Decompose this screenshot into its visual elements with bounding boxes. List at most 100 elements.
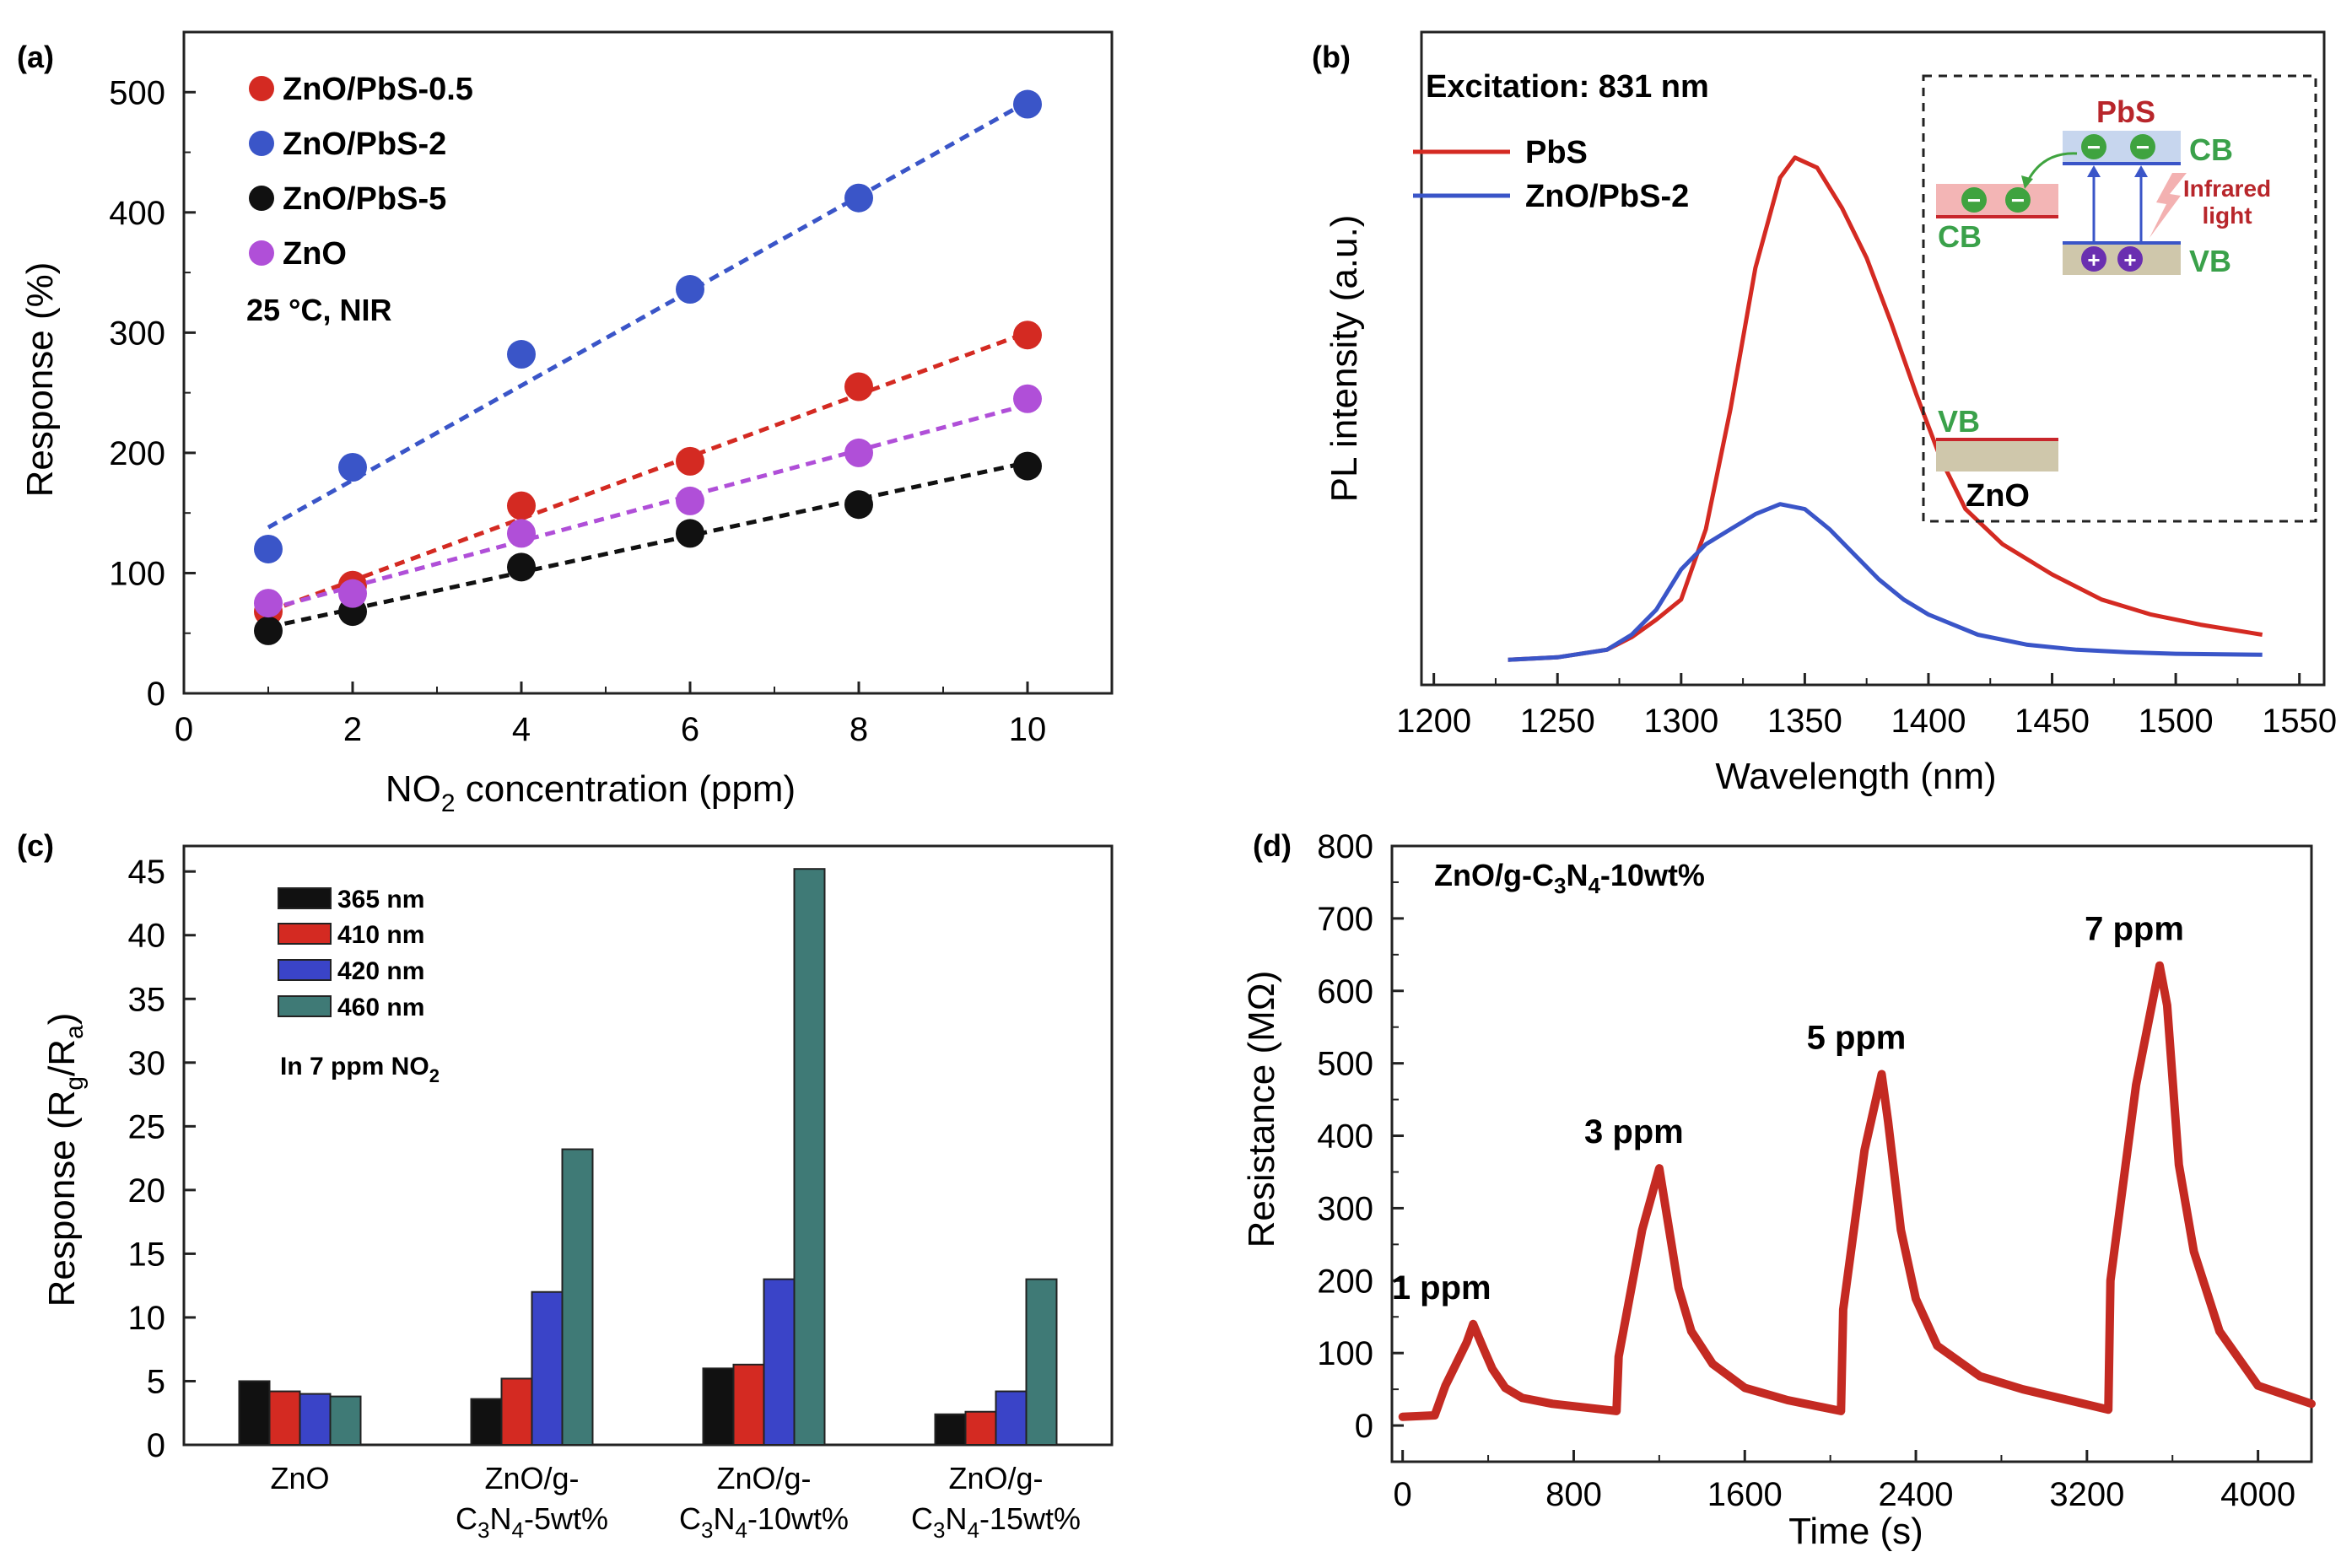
hole-icon — [2081, 246, 2106, 272]
transfer-arrowhead-icon — [2021, 175, 2033, 189]
panel-a-label: (a) — [17, 40, 54, 74]
data-point — [1013, 384, 1042, 413]
category-label-part: 4 — [511, 1517, 523, 1543]
plot-frame — [1390, 844, 2313, 1463]
peak-label: 7 ppm — [2085, 911, 2184, 948]
panel-b-label: (b) — [1312, 40, 1351, 74]
y-tick-label: 5 — [147, 1363, 165, 1400]
y-tick-label: 400 — [1317, 1118, 1373, 1156]
hole-plus-icon: + — [2087, 247, 2100, 272]
fit-line — [267, 331, 1028, 614]
data-point — [507, 491, 536, 520]
x-tick-label: 6 — [681, 711, 699, 748]
electron-icon — [1961, 187, 1987, 213]
y-tick-label: 800 — [1317, 828, 1373, 865]
legend-label-zno-pbs-5: ZnO/PbS-5 — [283, 181, 446, 217]
data-point — [254, 534, 283, 563]
panel-d-label: (d) — [1253, 828, 1292, 863]
x-tick-label: 4 — [512, 711, 531, 748]
bar — [702, 1367, 735, 1446]
x-tick-label: 1600 — [1707, 1476, 1783, 1513]
data-point — [1013, 89, 1042, 119]
legend-label-410nm: 410 nm — [337, 921, 424, 949]
inset-zno-label: ZnO — [1966, 478, 2030, 514]
inset-pbs-label: PbS — [2096, 94, 2155, 129]
band-diagram-inset: PbS − − CB + + VB Infrared light − — [1922, 74, 2317, 523]
panel-b-y-axis-title: PL intensity (a.u.) — [1324, 215, 1365, 503]
panel-a-legend: ZnO/PbS-0.5 ZnO/PbS-2 ZnO/PbS-5 ZnO 25 °… — [246, 72, 473, 327]
bar — [732, 1363, 765, 1447]
peak-label: 5 ppm — [1807, 1020, 1907, 1057]
category-label-line2: C3N4-15wt% — [911, 1501, 1081, 1543]
peak-label: 1 ppm — [1392, 1269, 1491, 1307]
y-tick-label: 30 — [128, 1045, 166, 1082]
legend-marker-zno-pbs-2 — [249, 131, 274, 156]
bar — [995, 1390, 1028, 1447]
x-tick-label: 0 — [175, 711, 193, 748]
legend-label-zno-pbs-0.5: ZnO/PbS-0.5 — [283, 72, 473, 107]
electron-minus-icon: − — [2011, 187, 2025, 213]
panel-b-x-axis-title: Wavelength (nm) — [1715, 756, 1996, 797]
data-point — [676, 519, 704, 548]
data-point — [338, 579, 367, 608]
y-tick-label: 10 — [128, 1300, 166, 1337]
legend-label-365nm: 365 nm — [337, 886, 424, 913]
panel-d-axes: 0 800 1600 2400 3200 4000 0 100 200 300 400 500 600 7… — [1317, 828, 2313, 1513]
excitation-arrowhead-icon — [2134, 165, 2148, 177]
bar — [329, 1395, 362, 1446]
bar — [500, 1377, 533, 1446]
legend-swatch-420nm — [278, 959, 332, 981]
y-tick-label: 200 — [1317, 1263, 1373, 1300]
x-tick-label: 1400 — [1891, 703, 1966, 740]
data-point — [1013, 451, 1042, 481]
y-tick-label: 0 — [1355, 1408, 1373, 1445]
y-tick-label: 0 — [147, 676, 165, 713]
panel-b-legend: PbS ZnO/PbS-2 — [1413, 135, 1689, 214]
pbs-vb-label: VB — [2189, 244, 2231, 278]
data-point — [844, 490, 873, 520]
data-point — [338, 453, 367, 482]
legend-label-420nm: 420 nm — [337, 957, 424, 985]
category-label-part: C — [911, 1501, 933, 1536]
data-point — [676, 486, 704, 515]
electron-minus-icon: − — [2087, 134, 2101, 160]
legend-label-zno: ZnO — [283, 236, 347, 272]
bar — [531, 1291, 564, 1446]
data-point — [676, 275, 704, 304]
electron-minus-icon: − — [1967, 187, 1981, 213]
x-tick-label: 4000 — [2220, 1476, 2295, 1513]
panel-c-legend: 365 nm 410 nm 420 nm 460 nm In 7 ppm NO2 — [278, 886, 440, 1086]
y-tick-label: 500 — [1317, 1046, 1373, 1083]
data-point — [507, 519, 536, 548]
panel-c-marks — [238, 868, 1058, 1447]
category-label-part: -15wt% — [979, 1501, 1081, 1536]
panel-a-y-axis-title: Response (%) — [19, 262, 61, 498]
light-label: light — [2202, 202, 2252, 229]
y-tick-label: 0 — [147, 1427, 165, 1464]
category-label-part: C — [456, 1501, 477, 1536]
plot-frame — [1420, 30, 2326, 687]
category-label-part: 4 — [735, 1517, 747, 1543]
category-label: ZnO/g- — [484, 1461, 579, 1495]
legend-swatch-410nm — [278, 923, 332, 945]
y-tick-label: 700 — [1317, 901, 1373, 938]
x-tick-label: 1350 — [1767, 703, 1842, 740]
panel-d-y-axis-title: Resistance (MΩ) — [1241, 971, 1282, 1248]
y-tick-label: 100 — [1317, 1335, 1373, 1372]
data-point — [507, 552, 536, 582]
y-tick-label: 20 — [128, 1172, 166, 1210]
y-tick-label: 25 — [128, 1108, 166, 1145]
fit-line — [267, 402, 1028, 612]
category-label-part: C — [679, 1501, 701, 1536]
series-line-0 — [1508, 155, 2263, 662]
infrared-label: Infrared — [2183, 175, 2271, 202]
x-tick-label: 1300 — [1643, 703, 1718, 740]
y-tick-label: 300 — [109, 315, 165, 352]
panel-d-x-axis-title: Time (s) — [1788, 1511, 1923, 1552]
x-tick-label: 1250 — [1520, 703, 1595, 740]
data-point — [676, 446, 704, 476]
category-label-part: N — [945, 1501, 967, 1536]
x-tick-label: 1450 — [2015, 703, 2090, 740]
category-label-part: 3 — [477, 1517, 489, 1543]
